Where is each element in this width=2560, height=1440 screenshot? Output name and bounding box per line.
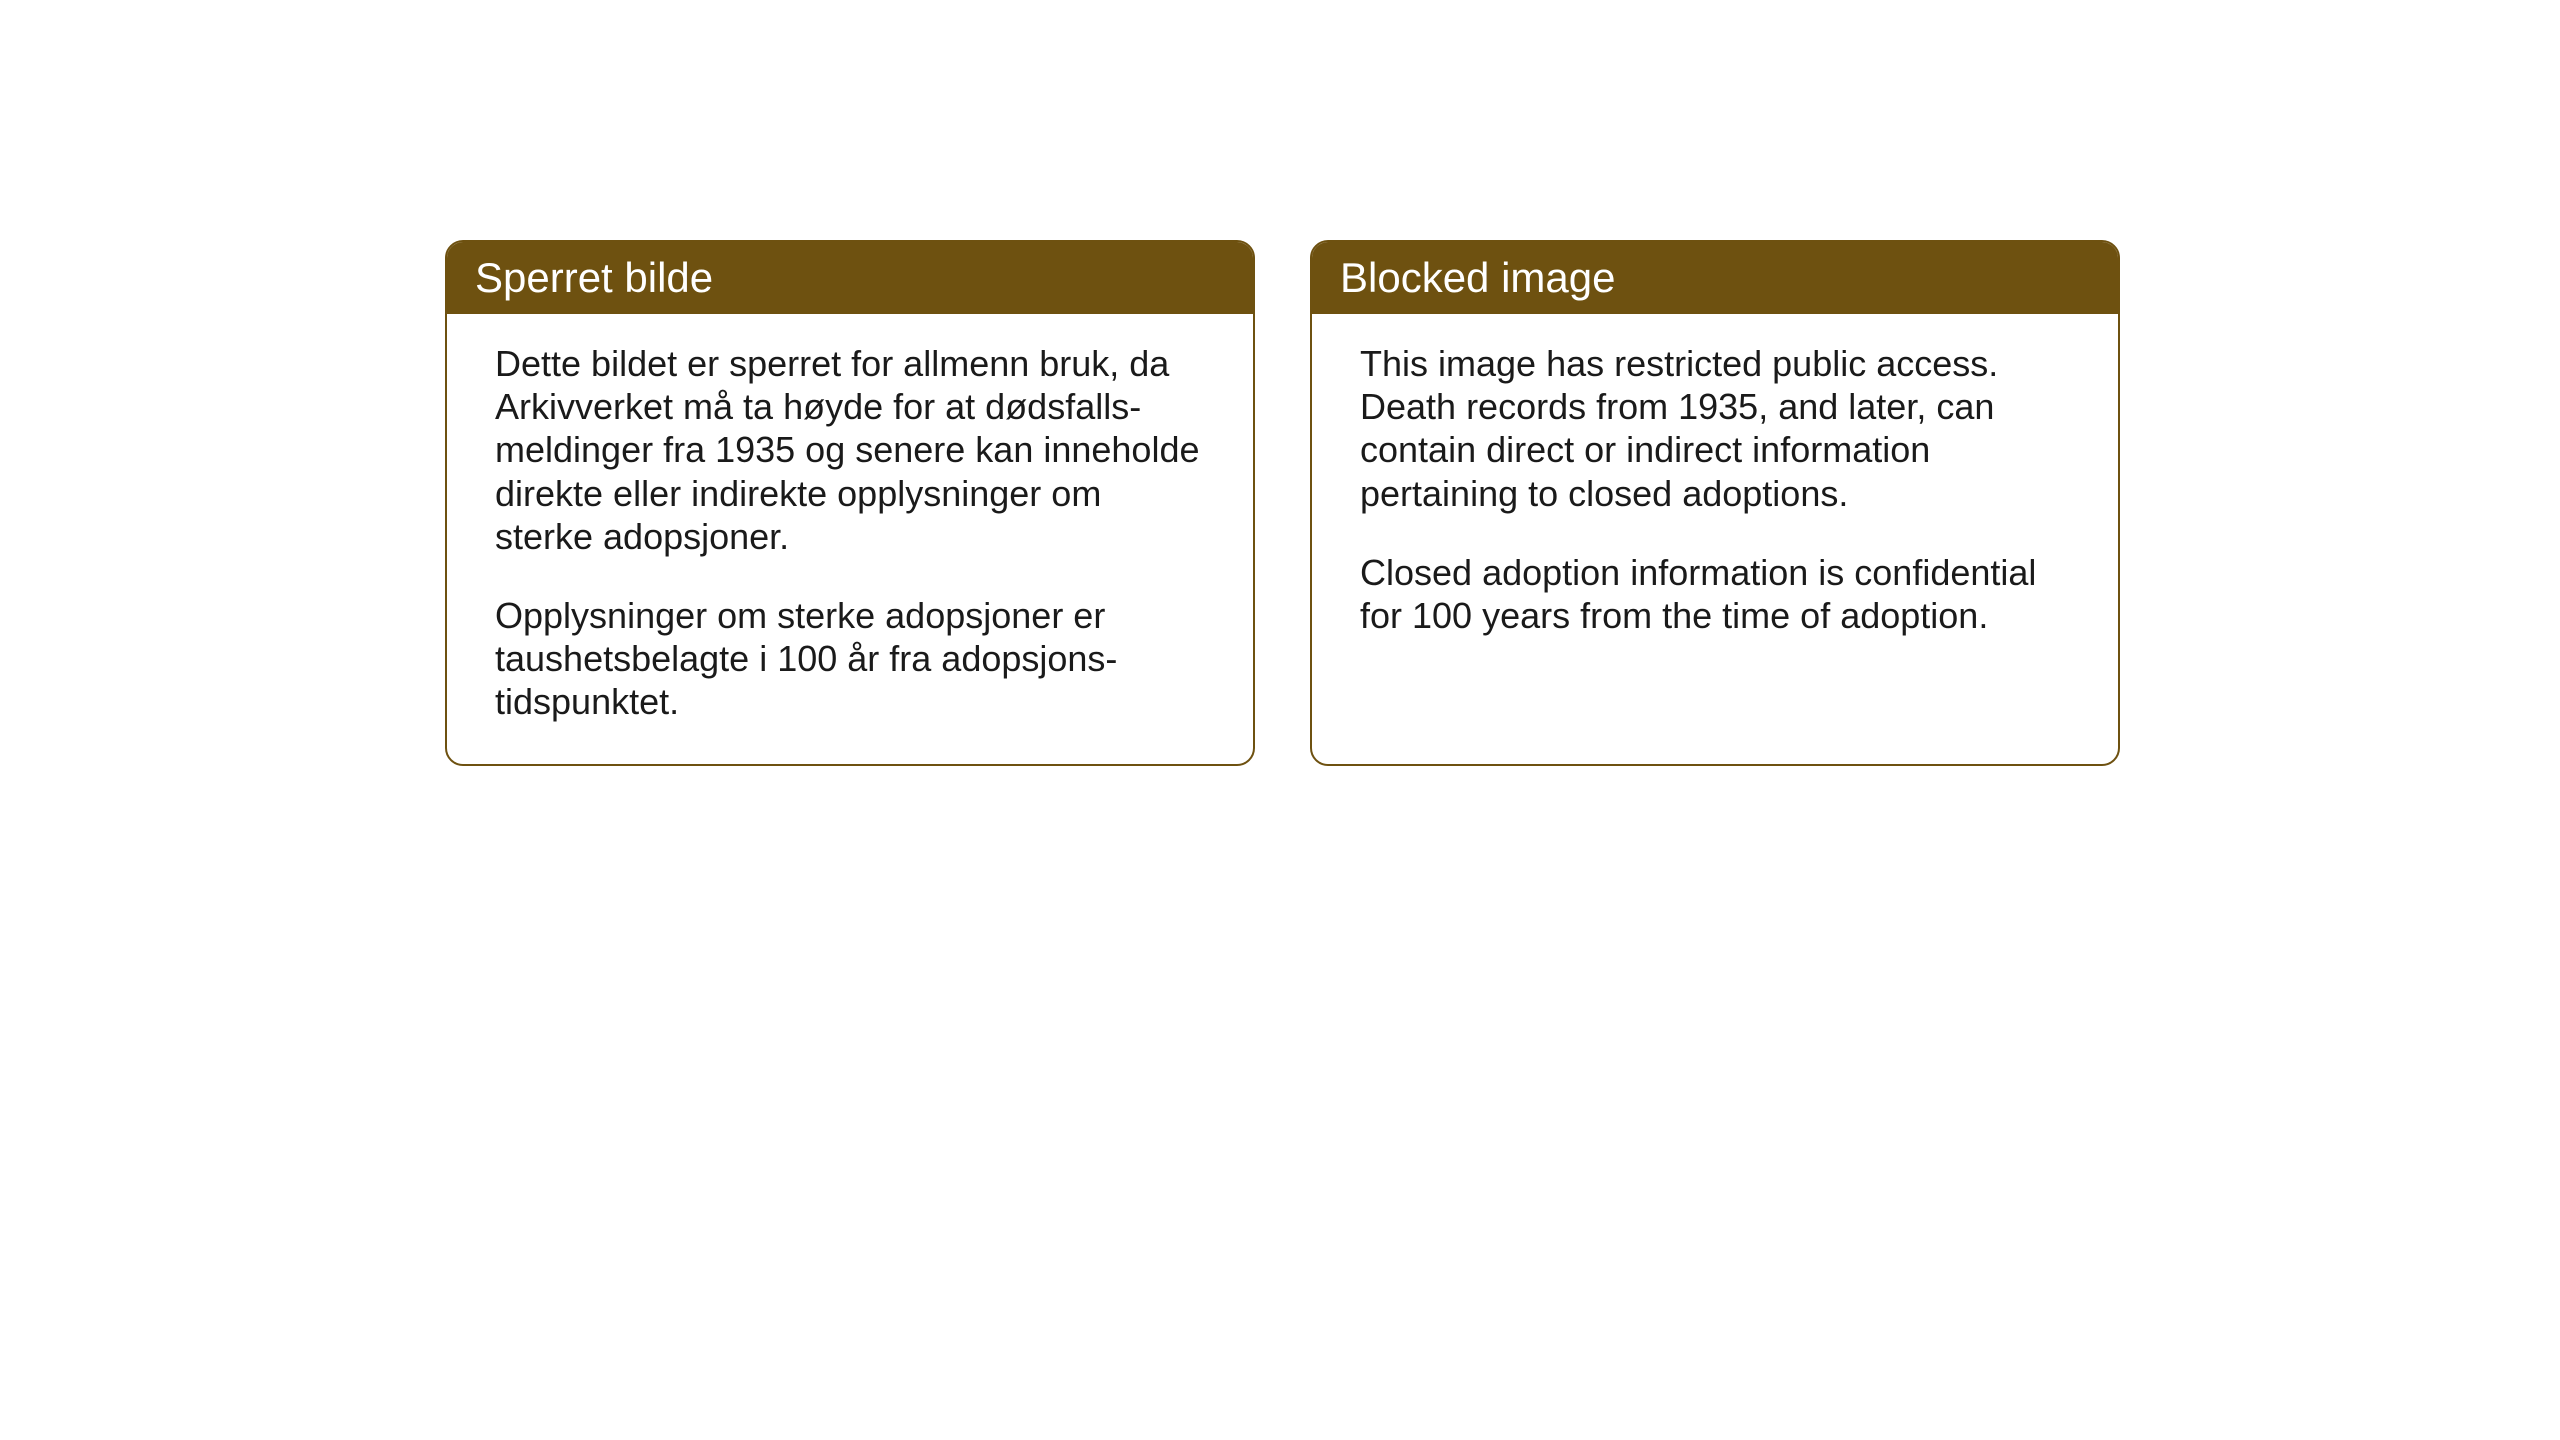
- notice-card-norwegian: Sperret bilde Dette bildet er sperret fo…: [445, 240, 1255, 766]
- card-title-english: Blocked image: [1340, 254, 1615, 301]
- card-header-english: Blocked image: [1312, 242, 2118, 314]
- paragraph-1-english: This image has restricted public access.…: [1360, 342, 2070, 515]
- card-body-norwegian: Dette bildet er sperret for allmenn bruk…: [447, 314, 1253, 764]
- card-body-english: This image has restricted public access.…: [1312, 314, 2118, 734]
- notice-card-english: Blocked image This image has restricted …: [1310, 240, 2120, 766]
- card-header-norwegian: Sperret bilde: [447, 242, 1253, 314]
- paragraph-2-norwegian: Opplysninger om sterke adopsjoner er tau…: [495, 594, 1205, 724]
- paragraph-2-english: Closed adoption information is confident…: [1360, 551, 2070, 637]
- paragraph-1-norwegian: Dette bildet er sperret for allmenn bruk…: [495, 342, 1205, 558]
- notice-container: Sperret bilde Dette bildet er sperret fo…: [445, 240, 2120, 766]
- card-title-norwegian: Sperret bilde: [475, 254, 713, 301]
